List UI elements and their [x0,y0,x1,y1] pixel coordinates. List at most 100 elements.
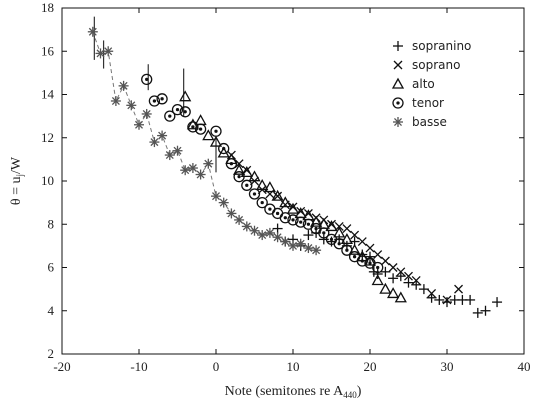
data-marks [87,26,503,318]
tenor-point [318,227,330,239]
alto-point [286,202,300,214]
basse-point [311,245,322,256]
tenor-point [241,179,253,191]
basse-point [241,221,252,232]
y-tick-label: 8 [48,216,55,231]
alto-point [263,181,277,193]
sopranino-point [403,277,414,288]
alto-point [256,178,269,190]
legend-marker-soprano [393,60,403,70]
x-tick-label: 30 [441,359,454,374]
basse-point [118,80,129,91]
alto-point [248,170,261,182]
legend-marker-sopranino [393,41,403,51]
y-tick-label: 2 [48,346,55,361]
legend-marker-basse [393,117,403,127]
tenor-point [148,95,161,107]
tenor-point [233,171,245,183]
sopranino-point [492,297,503,308]
legend-label: basse [412,115,447,129]
basse-point [303,243,314,254]
x-tick-label: -10 [130,359,147,374]
tenor-point [372,261,384,274]
soprano-point [396,267,406,277]
alto-point [232,163,246,175]
x-tick-label: 0 [213,359,220,374]
basse-point [195,169,206,180]
sopranino-point [395,271,406,282]
legend-label: sopranino [412,39,471,53]
alto-point [394,291,407,303]
basse-point [180,165,191,176]
basse-point [149,137,160,148]
basse-point [257,230,268,241]
tenor-point [171,103,184,116]
basse-point [164,150,175,161]
tenor-point [279,212,291,224]
sopranino-point [388,273,399,284]
alto-point [340,233,354,245]
alto-point [371,274,384,286]
basse-point [95,48,106,59]
sopranino-point [418,284,429,295]
sopranino-point [480,305,491,316]
legend-label: alto [412,77,435,91]
x-tick-label: -20 [53,359,70,374]
alto-point [279,196,292,208]
soprano-point [380,256,390,266]
tenor-point [256,196,268,209]
alto-point [271,189,284,201]
tenor-point [218,142,230,155]
series-tenor [141,73,384,274]
sopranino-point [272,223,283,234]
sopranino-point [434,294,445,305]
alto-point [209,135,223,147]
soprano-point [442,295,452,305]
basse-point [110,95,121,106]
tenor-point [187,121,199,133]
series-basse [87,26,322,256]
legend-label: soprano [412,58,460,72]
tenor-point [141,73,153,86]
alto-point [179,90,192,102]
tenor-point [333,238,345,250]
y-tick-label: 12 [41,130,54,145]
basse-point [126,100,137,111]
tenor-point [194,123,207,135]
soprano-point [350,230,360,240]
sopranino-point [380,266,391,277]
alto-point [202,129,215,141]
soprano-point [234,159,244,169]
tenor-point [156,93,168,105]
x-tick-label: 20 [364,359,377,374]
tenor-point [210,125,222,137]
x-axis-title: Note (semitones re A440) [225,384,362,400]
y-tick-label: 14 [41,87,55,102]
tenor-point [295,216,307,228]
basse-point [226,208,237,219]
basse-point [280,236,291,247]
legend-label: tenor [412,96,444,110]
sopranino-point [372,268,383,279]
legend-box [383,34,519,130]
soprano-point [373,250,383,259]
basse-point [172,145,183,156]
tenor-point [179,106,191,118]
basse-point [288,240,298,251]
soprano-point [454,284,464,294]
soprano-point [427,288,437,298]
soprano-point [357,237,367,247]
basse-point [203,158,214,169]
sopranino-point [411,279,422,290]
basse-point [141,108,152,119]
tenor-point [356,255,368,267]
series-alto [179,90,407,303]
soprano-point [342,224,352,234]
axis-ticks: -20 -10 0 10 20 30 40 2 4 6 8 10 12 14 16 18 [41,0,531,374]
y-tick-label: 6 [48,260,55,275]
basse-point [187,163,198,174]
sopranino-point [465,294,476,305]
x-tick-label: 40 [518,359,531,374]
y-tick-label: 4 [48,303,55,318]
